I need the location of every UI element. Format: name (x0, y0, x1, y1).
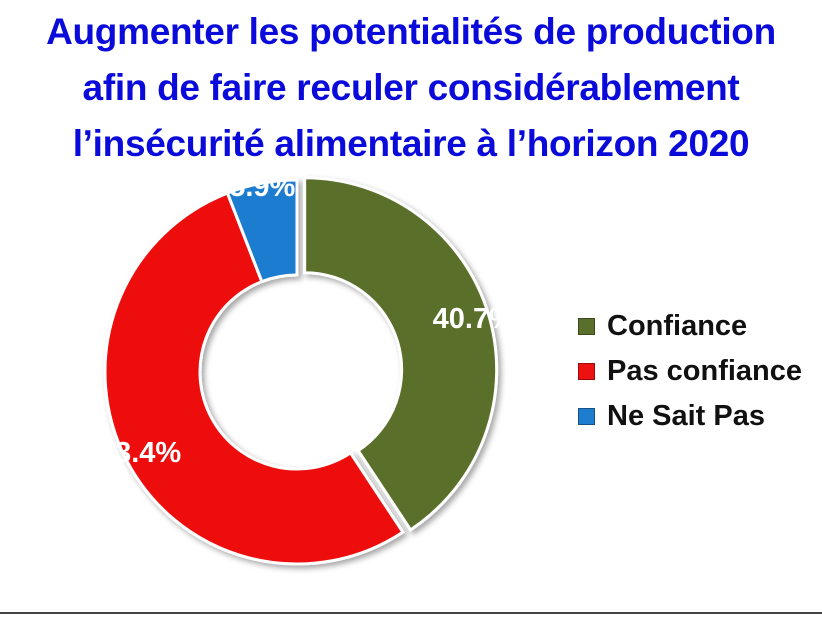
chart-legend: Confiance Pas confiance Ne Sait Pas (578, 304, 802, 439)
data-label-ne-sait-pas: 5.9% (229, 171, 295, 203)
legend-swatch-confiance (578, 318, 595, 335)
donut-slice-ne-sait-pas (225, 178, 299, 284)
legend-label-ne-sait-pas: Ne Sait Pas (607, 400, 765, 432)
data-label-pas-confiance: 53.4% (99, 437, 181, 469)
legend-swatch-ne-sait-pas (578, 408, 595, 425)
legend-label-pas-confiance: Pas confiance (607, 355, 803, 387)
donut-slice-pas-confiance (103, 191, 405, 566)
legend-label-confiance: Confiance (607, 310, 748, 342)
legend-item-pas-confiance: Pas confiance (578, 349, 802, 394)
donut-slices (103, 176, 499, 566)
legend-item-confiance: Confiance (578, 304, 802, 349)
legend-swatch-pas-confiance (578, 363, 595, 380)
data-label-confiance: 40.7% (433, 303, 515, 335)
chart-title-line-3: l’insécurité alimentaire à l’horizon 202… (72, 123, 750, 164)
bottom-divider (0, 612, 822, 614)
legend-item-ne-sait-pas: Ne Sait Pas (578, 394, 802, 439)
chart-title-line-1: Augmenter les potentialités de productio… (46, 11, 776, 52)
donut-data-labels: 40.7% 53.4% 5.9% (99, 171, 515, 469)
donut-slice-confiance (303, 176, 499, 532)
chart-title-line-2: afin de faire reculer considérablement (82, 67, 740, 108)
chart-title: Augmenter les potentialités de productio… (0, 4, 822, 172)
